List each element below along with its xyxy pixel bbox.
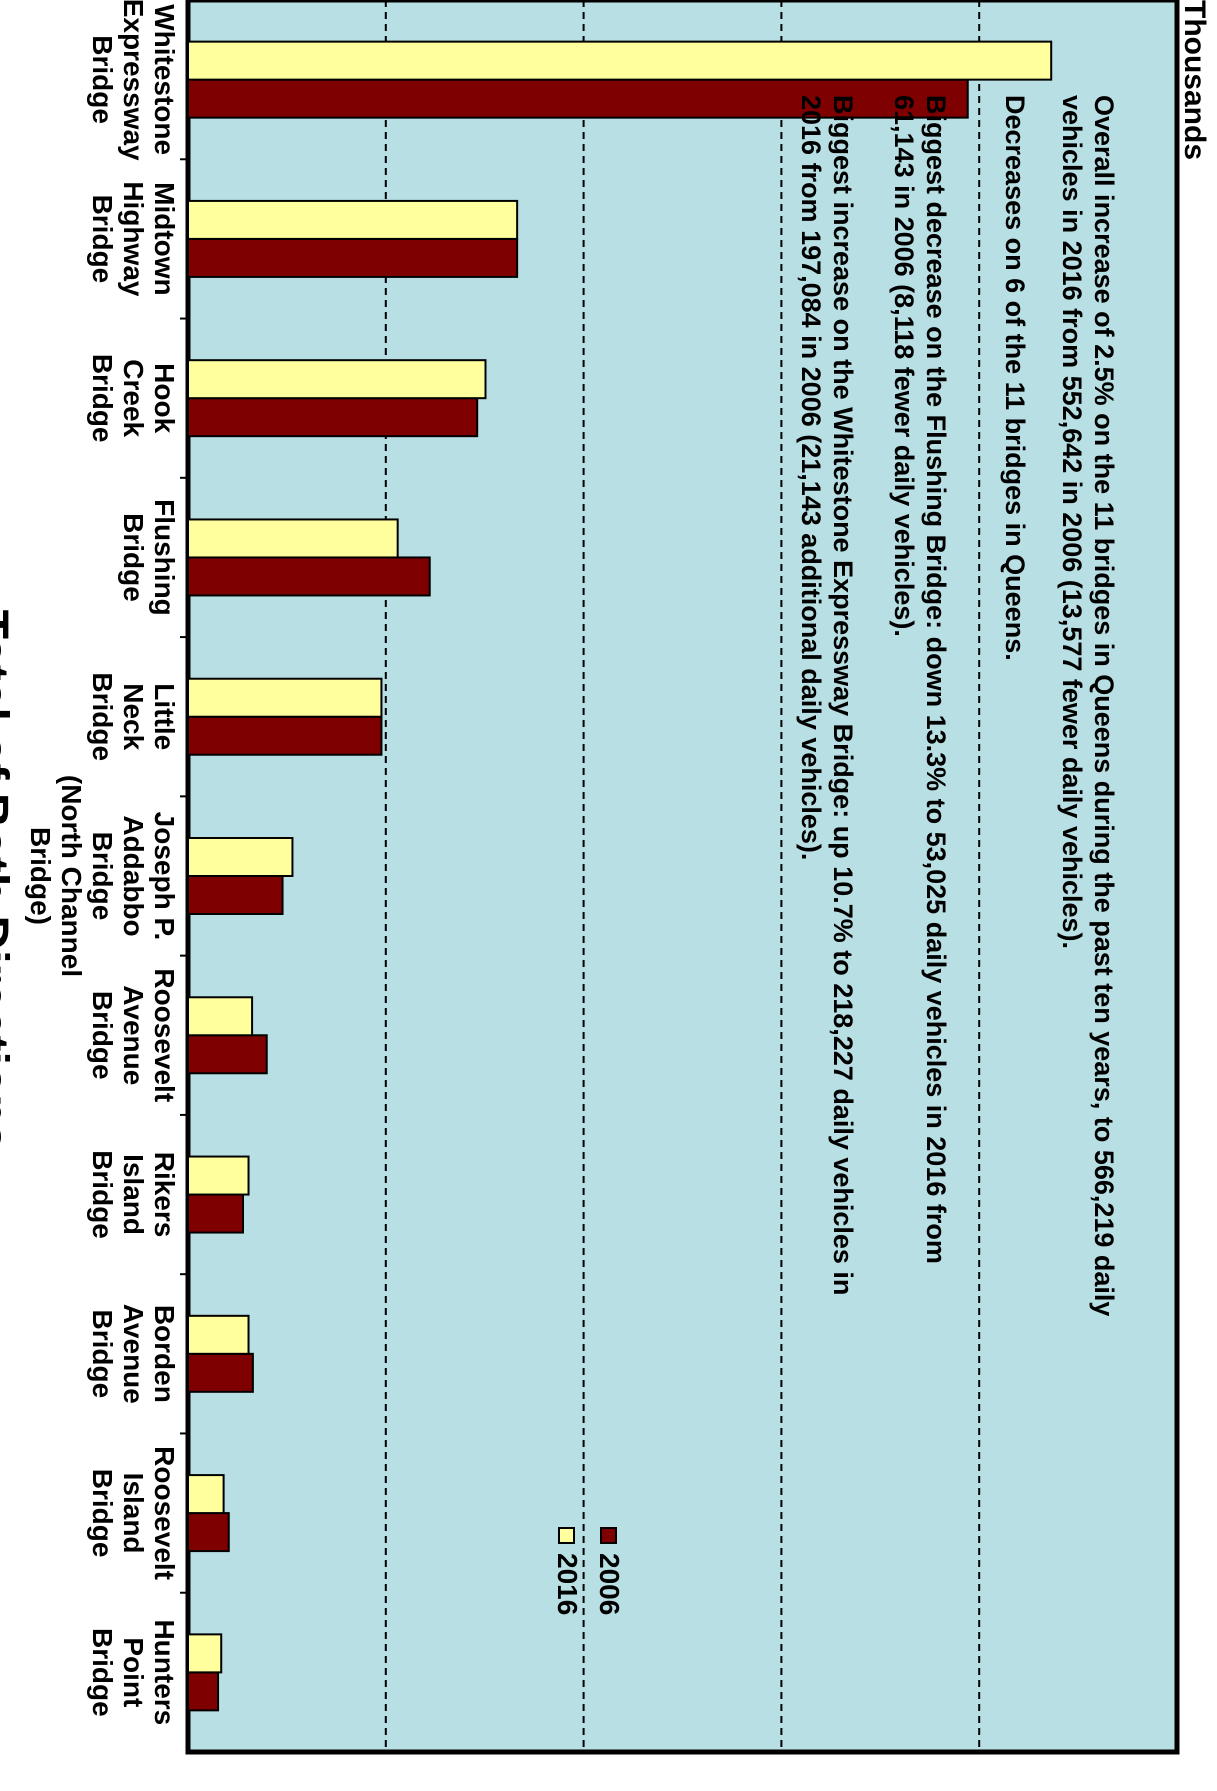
bar-2006-8 [187, 1352, 254, 1393]
bar-2016-1 [187, 199, 519, 240]
units-label: Thousands [1178, 0, 1211, 160]
category-label-9: RooseveltIslandBridge [87, 1446, 180, 1580]
bar-2006-3 [187, 556, 431, 597]
category-label-2: HookCreekBridge [87, 354, 180, 443]
chart-title: Total of Both Directions [0, 610, 17, 1150]
bar-2006-5 [187, 875, 284, 915]
category-labels: WhitestoneExpresswayBridge MidtownHighway… [25, 0, 180, 1725]
gridlines [384, 0, 981, 1752]
category-label-7: RikersIslandBridge [87, 1150, 180, 1239]
annotation-line-4: 61,143 in 2006 (8,118 fewer daily vehicl… [889, 95, 919, 637]
legend-label-2016: 2016 [552, 1553, 583, 1615]
category-label-0: WhitestoneExpresswayBridge [87, 0, 180, 161]
annotation-line-1: vehicles in 2016 from 552,642 in 2006 (1… [1057, 95, 1087, 949]
annotation-line-2: Decreases on 6 of the 11 bridges in Quee… [1000, 95, 1030, 661]
bar-2016-10 [187, 1633, 223, 1674]
bar-2006-1 [187, 237, 519, 278]
bar-2016-3 [187, 518, 399, 559]
category-label-8: BordenAvenueBridge [87, 1304, 180, 1404]
category-ticks [180, 158, 188, 1594]
bar-2016-8 [186, 1314, 250, 1355]
bar-2016-7 [186, 1155, 250, 1196]
annotation-line-6: 2016 from 197,084 in 2006 (21,143 additi… [796, 95, 826, 860]
legend-swatch-2006 [600, 1527, 617, 1544]
category-label-1: MidtownHighwayBridge [87, 181, 180, 297]
bar-2006-10 [187, 1671, 220, 1712]
legend-swatch-2016 [558, 1527, 575, 1544]
annotation-line-0: Overall increase of 2.5% on the 11 bridg… [1089, 95, 1119, 1316]
bar-2016-5 [187, 837, 294, 877]
category-label-3: FlushingBridge [118, 499, 180, 616]
bar-2006-4 [187, 715, 383, 756]
legend-label-2006: 2006 [594, 1553, 625, 1615]
bar-2006-2 [187, 397, 479, 438]
category-label-4: LittleNeckBridge [87, 672, 180, 761]
bars [186, 40, 1053, 1712]
bar-2006-7 [187, 1193, 244, 1234]
bar-2006-6 [187, 1034, 268, 1075]
legend: 2006 2016 [552, 1527, 625, 1615]
bar-2016-4 [187, 677, 383, 718]
bar-2016-0 [186, 40, 1053, 81]
category-label-5: Joseph P.AddabboBridge(North ChannelBrid… [25, 775, 180, 977]
bar-2016-9 [187, 1474, 225, 1515]
annotation-line-3: Biggest decrease on the Flushing Bridge:… [921, 95, 951, 1264]
category-label-6: RooseveltAvenueBridge [87, 968, 180, 1102]
annotation-line-5: Biggest increase on the Whitestone Expre… [828, 95, 858, 1295]
bar-2016-2 [187, 359, 487, 400]
category-label-10: HuntersPointBridge [87, 1619, 180, 1725]
bar-2006-9 [187, 1512, 230, 1553]
annotation-block: Overall increase of 2.5% on the 11 bridg… [796, 95, 1119, 1316]
bar-2016-6 [187, 996, 254, 1037]
